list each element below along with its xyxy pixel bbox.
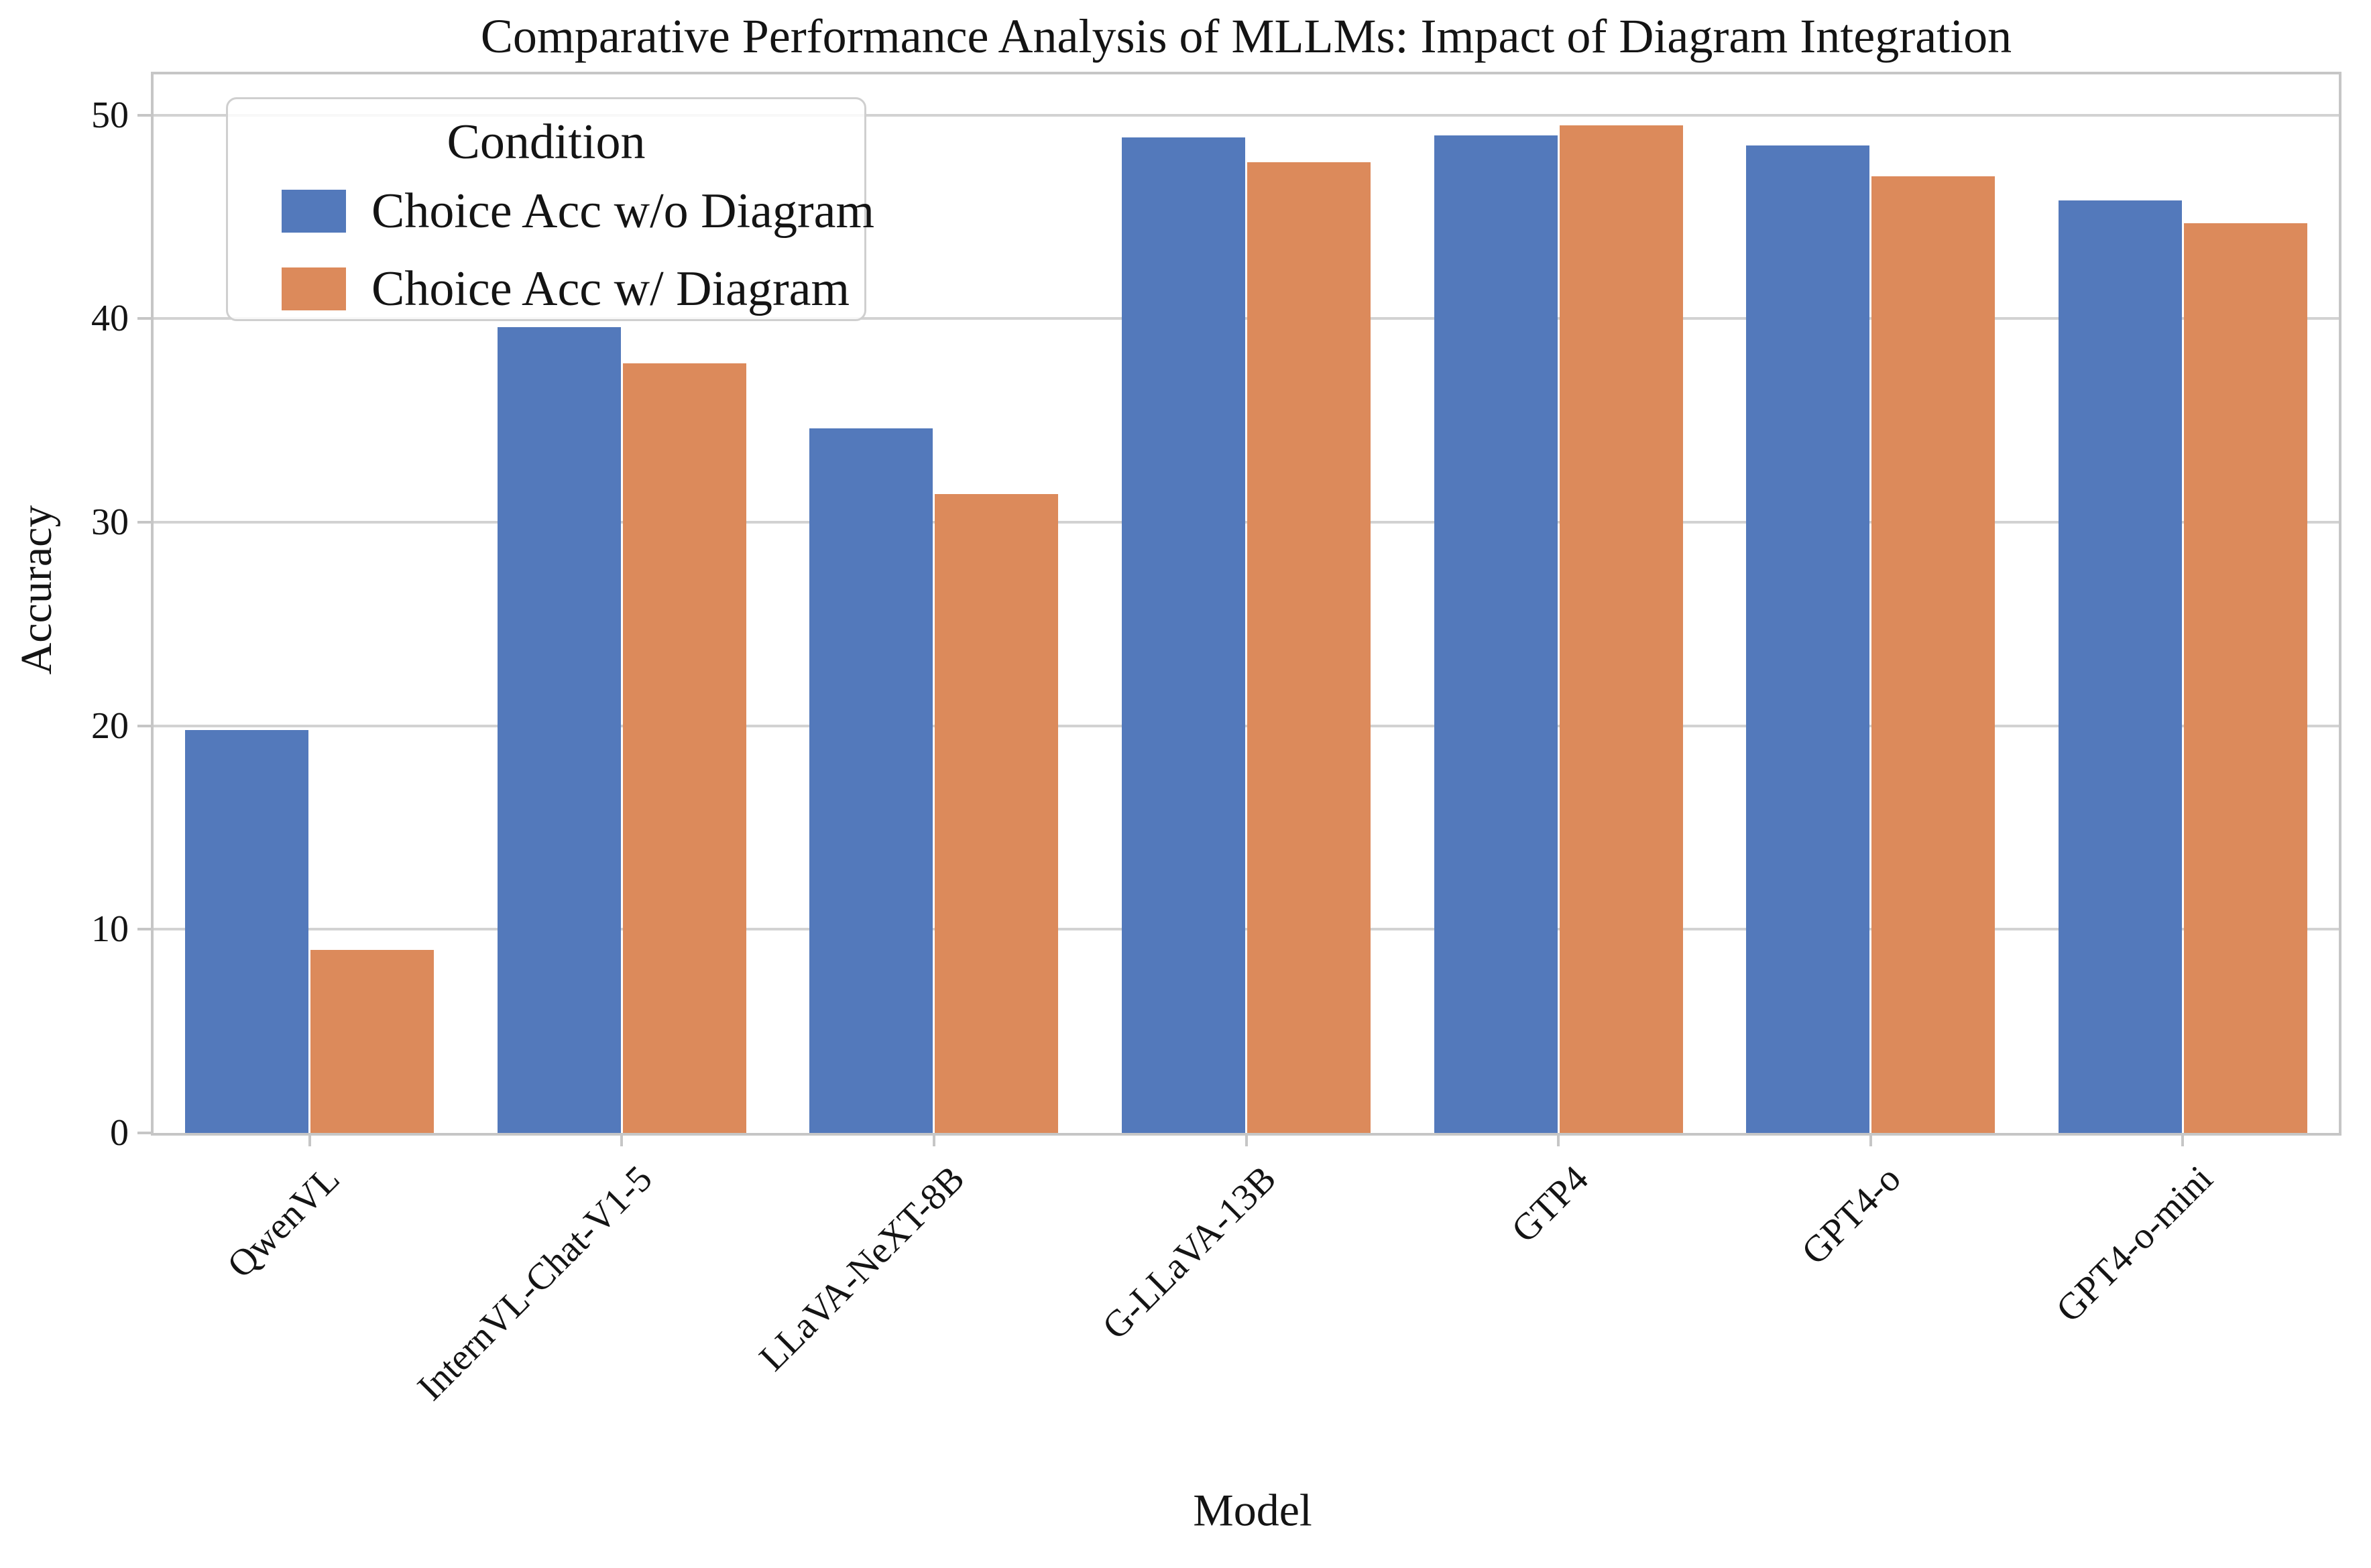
y-tick-label-10: 10 [91, 908, 129, 951]
x-category-label-gtp4: GTP4 [1503, 1158, 1597, 1251]
x-category-label-g-llava-13b: G-LLaVA-13B [1094, 1158, 1285, 1348]
bar-g-llava-13b-without-diagram [1122, 137, 1245, 1133]
x-category-label-qwenvl: QwenVL [219, 1158, 348, 1286]
bar-gpt4-o-mini-with-diagram [2183, 223, 2307, 1133]
bar-internvl-chat-v1-5-without-diagram [497, 326, 621, 1133]
bar-gpt4-o-with-diagram [1871, 176, 1996, 1133]
chart-title: Comparative Performance Analysis of MLLM… [480, 9, 2012, 63]
bar-gpt4-o-without-diagram [1746, 145, 1870, 1133]
x-tick-mark [1557, 1136, 1560, 1146]
y-tick-mark [137, 113, 151, 117]
y-tick-mark [137, 724, 151, 727]
x-tick-mark [1245, 1136, 1248, 1146]
legend-item: Choice Acc w/ Diagram [228, 263, 864, 315]
bar-gtp4-without-diagram [1434, 135, 1558, 1133]
legend-item: Choice Acc w/o Diagram [228, 185, 874, 237]
gridline-y-20 [154, 724, 2339, 727]
bar-gpt4-o-mini-without-diagram [2058, 200, 2182, 1133]
legend-item-label: Choice Acc w/ Diagram [371, 261, 850, 316]
gridline-y-40 [154, 317, 2339, 320]
bar-llava-next-8b-with-diagram [935, 493, 1059, 1133]
gridline-y-10 [154, 928, 2339, 931]
x-tick-mark [1869, 1136, 1872, 1146]
y-tick-label-30: 30 [91, 501, 129, 544]
gridline-y-50 [154, 113, 2339, 117]
bar-g-llava-13b-with-diagram [1247, 162, 1371, 1133]
legend-item-label: Choice Acc w/o Diagram [371, 184, 875, 239]
legend-box: Condition Choice Acc w/o Diagram Choice … [226, 97, 874, 321]
x-category-label-internvl-chat-v1-5: InternVL-Chat-V1-5 [409, 1158, 660, 1409]
legend-swatch-without-diagram [282, 190, 346, 233]
x-tick-mark [2181, 1136, 2185, 1146]
gridline-y-30 [154, 521, 2339, 524]
y-tick-mark [137, 317, 151, 320]
x-category-label-gpt4-o: GPT4-o [1794, 1158, 1909, 1273]
x-axis-label: Model [1193, 1484, 1312, 1536]
bar-llava-next-8b-without-diagram [809, 428, 933, 1133]
bar-internvl-chat-v1-5-with-diagram [622, 363, 746, 1133]
x-tick-mark [932, 1136, 935, 1146]
y-tick-label-40: 40 [91, 298, 129, 340]
x-category-label-gpt4-o-mini: GPT4-o-mini [2048, 1158, 2221, 1331]
y-tick-label-20: 20 [91, 705, 129, 747]
y-tick-mark [137, 1132, 151, 1134]
bar-qwenvl-without-diagram [185, 729, 309, 1133]
bar-gtp4-with-diagram [1559, 125, 1683, 1133]
y-tick-label-50: 50 [91, 94, 129, 136]
legend-swatch-with-diagram [282, 267, 346, 310]
y-tick-mark [137, 928, 151, 931]
y-tick-label-0: 0 [110, 1112, 129, 1154]
x-tick-mark [308, 1136, 311, 1146]
y-tick-mark [137, 521, 151, 524]
legend-title: Condition [447, 115, 646, 170]
plot-area [151, 72, 2341, 1136]
x-tick-mark [620, 1136, 624, 1146]
x-category-label-llava-next-8b: LLaVA-NeXT-8B [751, 1158, 973, 1380]
bar-qwenvl-with-diagram [310, 949, 435, 1133]
